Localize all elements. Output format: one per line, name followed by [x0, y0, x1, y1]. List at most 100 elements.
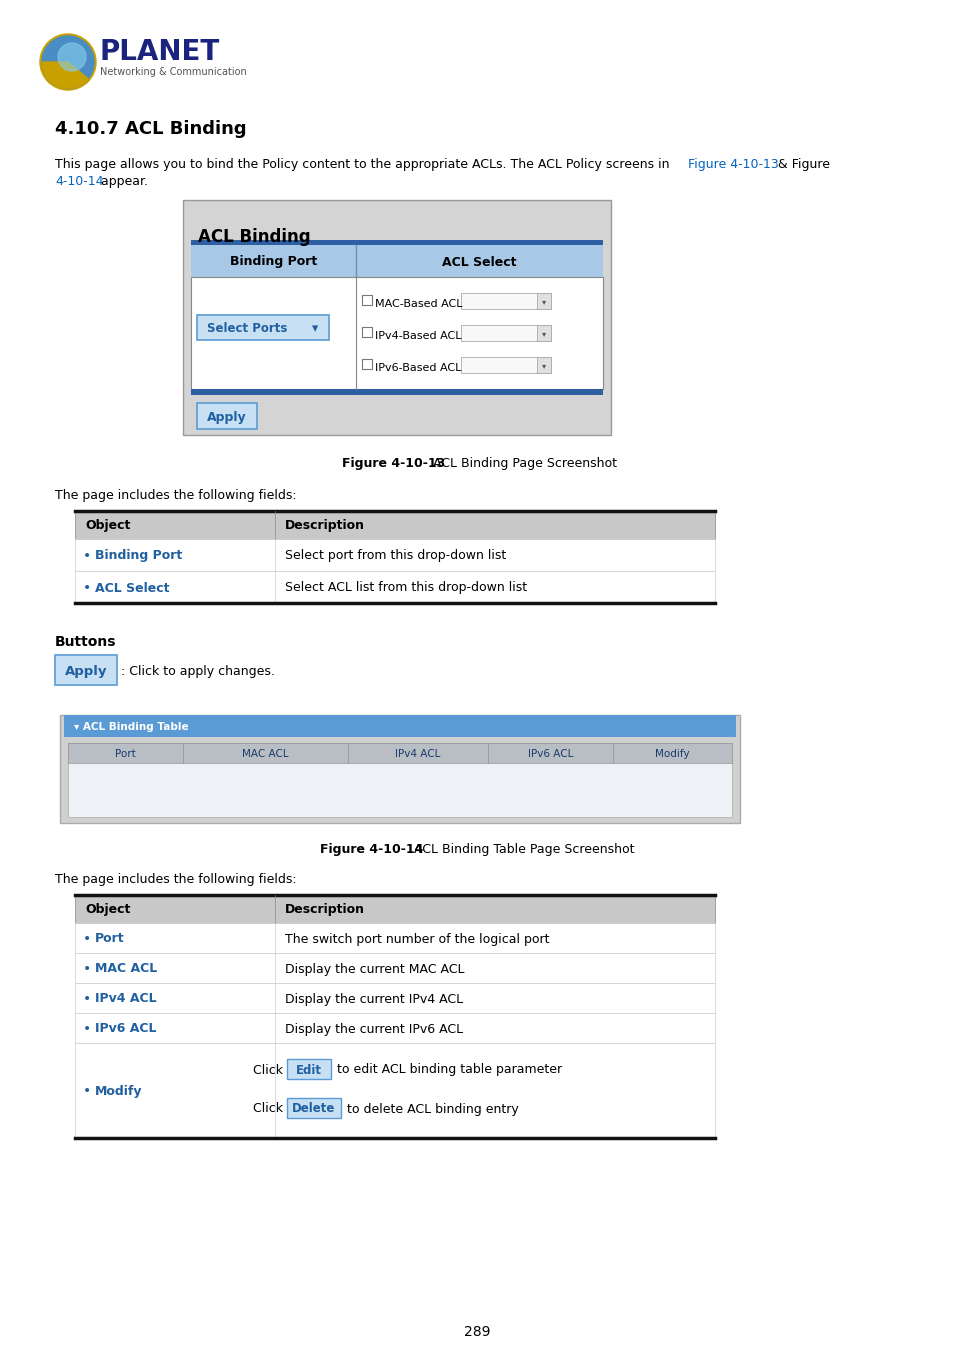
Text: IPv6 ACL: IPv6 ACL [95, 1022, 156, 1035]
Text: MAC ACL: MAC ACL [95, 963, 157, 976]
Bar [361, 327, 372, 338]
Text: Figure 4-10-14: Figure 4-10-14 [319, 842, 423, 856]
Text: & Figure: & Figure [778, 158, 829, 171]
Bar [60, 716, 740, 824]
Bar [75, 895, 714, 923]
Text: Display the current IPv6 ACL: Display the current IPv6 ACL [285, 1022, 462, 1035]
Text: Port: Port [115, 749, 135, 759]
Bar [460, 293, 551, 309]
Bar [75, 1012, 714, 1044]
Bar [75, 923, 714, 953]
Text: •: • [83, 580, 91, 595]
Bar [75, 953, 714, 983]
Bar [191, 244, 602, 277]
Bar [196, 315, 329, 340]
Text: 289: 289 [463, 1324, 490, 1339]
Bar [68, 743, 731, 763]
Bar [191, 240, 602, 244]
Text: ▾: ▾ [541, 297, 545, 306]
Text: Modify: Modify [95, 1085, 142, 1098]
Text: ACL Binding Page Screenshot: ACL Binding Page Screenshot [429, 458, 617, 470]
Bar [191, 277, 602, 389]
Text: ▾: ▾ [541, 329, 545, 339]
Text: The page includes the following fields:: The page includes the following fields: [55, 489, 296, 502]
Text: IPv6 ACL: IPv6 ACL [527, 749, 573, 759]
Bar [196, 404, 256, 429]
Bar [55, 655, 117, 684]
Circle shape [40, 34, 96, 90]
Text: to delete ACL binding entry: to delete ACL binding entry [347, 1103, 518, 1115]
Bar [75, 983, 714, 1012]
Text: IPv4 ACL: IPv4 ACL [395, 749, 440, 759]
Text: Apply: Apply [207, 410, 247, 424]
Text: Binding Port: Binding Port [230, 255, 316, 269]
Text: 4.10.7 ACL Binding: 4.10.7 ACL Binding [55, 120, 247, 138]
Text: •: • [83, 1022, 91, 1035]
Bar [361, 296, 372, 305]
Text: IPv4 ACL: IPv4 ACL [95, 992, 156, 1006]
Bar [75, 571, 714, 603]
Text: Delete: Delete [292, 1103, 335, 1115]
Bar [75, 539, 714, 571]
Text: to edit ACL binding table parameter: to edit ACL binding table parameter [336, 1064, 561, 1076]
Text: Binding Port: Binding Port [95, 549, 182, 563]
Text: •: • [83, 931, 91, 946]
Text: 4-10-14: 4-10-14 [55, 176, 103, 188]
Bar [64, 716, 735, 737]
Text: Select port from this drop-down list: Select port from this drop-down list [285, 549, 506, 563]
Text: Apply: Apply [65, 664, 107, 678]
Text: ACL Select: ACL Select [442, 255, 517, 269]
Bar [75, 1044, 714, 1138]
Bar [75, 512, 714, 539]
Bar [183, 200, 610, 435]
Text: Description: Description [285, 520, 365, 532]
Text: Object: Object [85, 903, 131, 917]
Text: Select Ports: Select Ports [207, 323, 287, 335]
Circle shape [42, 36, 94, 88]
Bar [361, 359, 372, 369]
Text: This page allows you to bind the Policy content to the appropriate ACLs. The ACL: This page allows you to bind the Policy … [55, 158, 673, 171]
Text: Edit: Edit [295, 1064, 322, 1076]
Text: appear.: appear. [97, 176, 148, 188]
Text: •: • [83, 549, 91, 563]
Bar [191, 389, 602, 396]
Text: ACL Select: ACL Select [95, 582, 170, 594]
Text: Buttons: Buttons [55, 634, 116, 649]
Text: Click: Click [253, 1103, 287, 1115]
Text: Click: Click [253, 1064, 287, 1076]
Text: The page includes the following fields:: The page includes the following fields: [55, 873, 296, 886]
Text: Object: Object [85, 520, 131, 532]
Bar [460, 356, 551, 373]
Text: Figure 4-10-13: Figure 4-10-13 [687, 158, 778, 171]
Bar [287, 1058, 331, 1079]
Text: Display the current IPv4 ACL: Display the current IPv4 ACL [285, 992, 462, 1006]
Text: The switch port number of the logical port: The switch port number of the logical po… [285, 933, 549, 945]
Bar [460, 325, 551, 342]
Bar [287, 1098, 340, 1118]
Text: MAC ACL: MAC ACL [242, 749, 289, 759]
Text: •: • [83, 1084, 91, 1099]
Text: Port: Port [95, 933, 125, 945]
Text: ACL Binding: ACL Binding [198, 228, 311, 246]
Text: ▾ ACL Binding Table: ▾ ACL Binding Table [74, 722, 189, 732]
Text: Display the current MAC ACL: Display the current MAC ACL [285, 963, 464, 976]
Text: Networking & Communication: Networking & Communication [100, 68, 247, 77]
Text: Figure 4-10-13: Figure 4-10-13 [341, 458, 445, 470]
Bar [537, 293, 551, 309]
Text: PLANET: PLANET [100, 38, 220, 66]
Text: ACL Binding Table Page Screenshot: ACL Binding Table Page Screenshot [410, 842, 634, 856]
Circle shape [58, 43, 86, 72]
Text: ▾: ▾ [541, 362, 545, 370]
Text: IPv6-Based ACL: IPv6-Based ACL [375, 363, 461, 373]
Bar [537, 325, 551, 342]
Text: MAC-Based ACL: MAC-Based ACL [375, 298, 462, 309]
Text: : Click to apply changes.: : Click to apply changes. [121, 664, 274, 678]
Bar [537, 356, 551, 373]
Text: Select ACL list from this drop-down list: Select ACL list from this drop-down list [285, 582, 527, 594]
Text: Description: Description [285, 903, 365, 917]
Text: •: • [83, 992, 91, 1006]
Wedge shape [42, 62, 88, 88]
Text: •: • [83, 963, 91, 976]
Bar [68, 743, 731, 817]
Text: ▾: ▾ [312, 323, 317, 335]
